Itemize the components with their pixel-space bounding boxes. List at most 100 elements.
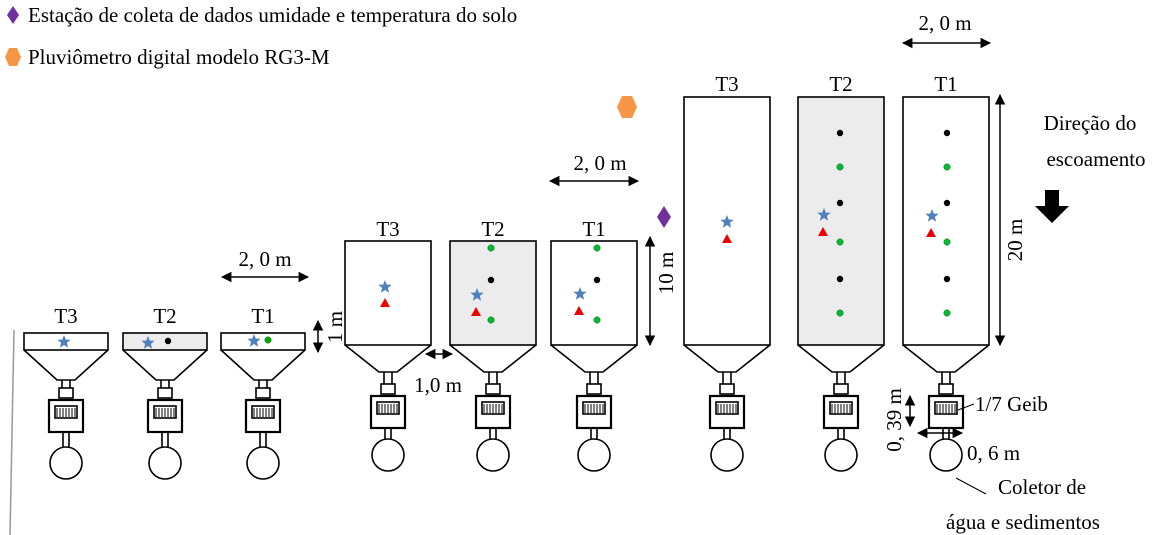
pipe xyxy=(942,428,950,439)
triangle-marker xyxy=(722,234,732,243)
plot xyxy=(550,240,638,346)
plot-label: T1 xyxy=(934,72,957,96)
pipe-joint xyxy=(157,387,173,399)
plot xyxy=(220,332,306,351)
pipe-joint xyxy=(58,387,74,399)
pipe xyxy=(62,432,70,447)
pipe-joint xyxy=(255,387,271,399)
star-marker xyxy=(470,288,484,301)
star-marker xyxy=(57,335,71,348)
funnel xyxy=(797,344,885,373)
tank-height-label: 0, 39 m xyxy=(882,388,906,452)
dot-marker xyxy=(593,276,601,284)
plot xyxy=(344,240,432,346)
tank xyxy=(575,394,613,430)
dot-marker xyxy=(836,163,844,171)
flow-arrow xyxy=(1035,190,1069,223)
collector-label: Coletor de xyxy=(998,475,1086,499)
star-marker xyxy=(141,336,155,349)
tank xyxy=(244,398,282,434)
dot-marker xyxy=(487,316,495,324)
divisor xyxy=(54,405,78,419)
pipe-joint xyxy=(586,383,602,395)
dot-marker xyxy=(836,129,844,137)
star-marker xyxy=(817,208,831,221)
dot-marker xyxy=(943,129,951,137)
plot-label: T1 xyxy=(251,304,274,328)
divisor xyxy=(251,405,275,419)
funnel xyxy=(23,349,109,381)
pipe xyxy=(161,432,169,447)
legend-hexagon xyxy=(5,48,21,66)
pipe xyxy=(722,372,732,384)
width-label: 2, 0 m xyxy=(573,151,626,175)
triangle-marker xyxy=(471,307,481,316)
legend-diamond xyxy=(7,6,19,24)
dot-marker xyxy=(593,244,601,252)
star-marker xyxy=(378,280,392,293)
dot-marker xyxy=(836,275,844,283)
divisor xyxy=(153,405,177,419)
divisor xyxy=(376,401,400,415)
funnel xyxy=(220,349,306,381)
tank xyxy=(708,394,746,430)
dot-marker xyxy=(943,163,951,171)
plot xyxy=(797,96,885,346)
dot-marker xyxy=(487,244,495,252)
pipe-joint xyxy=(938,383,954,395)
pipe-joint xyxy=(719,383,735,395)
pointer xyxy=(955,477,987,495)
pipe xyxy=(837,428,845,439)
pipe-joint xyxy=(833,383,849,395)
dot-marker xyxy=(264,336,272,344)
rain-gauge-icon xyxy=(617,96,637,118)
tank xyxy=(822,394,860,430)
collector xyxy=(49,446,83,480)
plot xyxy=(902,96,990,346)
star-marker xyxy=(573,287,587,300)
funnel xyxy=(902,344,990,373)
pipe xyxy=(160,380,170,388)
funnel xyxy=(550,344,638,373)
length-label: 10 m xyxy=(654,252,678,295)
dot-marker xyxy=(836,309,844,317)
plot-label: T1 xyxy=(582,217,605,241)
legend-label: Pluviômetro digital modelo RG3-M xyxy=(28,45,330,69)
divisor xyxy=(829,401,853,415)
collector xyxy=(148,446,182,480)
collector xyxy=(824,438,858,472)
tank xyxy=(927,394,965,430)
pipe xyxy=(384,428,392,439)
collector xyxy=(929,438,963,472)
divisor xyxy=(481,401,505,415)
triangle-marker xyxy=(574,306,584,315)
width-label: 2, 0 m xyxy=(238,247,291,271)
plot-label: T2 xyxy=(481,217,504,241)
tank xyxy=(47,398,85,434)
divisor xyxy=(582,401,606,415)
triangle-marker xyxy=(818,227,828,236)
plot xyxy=(449,240,537,346)
plot-label: T3 xyxy=(54,304,77,328)
dot-marker xyxy=(943,199,951,207)
triangle-marker xyxy=(380,298,390,307)
pipe xyxy=(61,380,71,388)
star-marker xyxy=(720,215,734,228)
collector xyxy=(371,438,405,472)
pipe xyxy=(723,428,731,439)
pipe xyxy=(258,380,268,388)
dot-marker xyxy=(943,275,951,283)
flow-label: Direção do xyxy=(1044,111,1137,135)
funnel xyxy=(344,344,432,373)
star-marker xyxy=(247,334,261,347)
station-icon xyxy=(657,206,671,228)
collector xyxy=(710,438,744,472)
pipe xyxy=(488,372,498,384)
pointer xyxy=(957,403,975,411)
divisor xyxy=(934,401,958,415)
width-label: 2, 0 m xyxy=(918,11,971,35)
tank xyxy=(146,398,184,434)
star-marker xyxy=(925,209,939,222)
spacing-label: 1,0 m xyxy=(414,373,462,397)
